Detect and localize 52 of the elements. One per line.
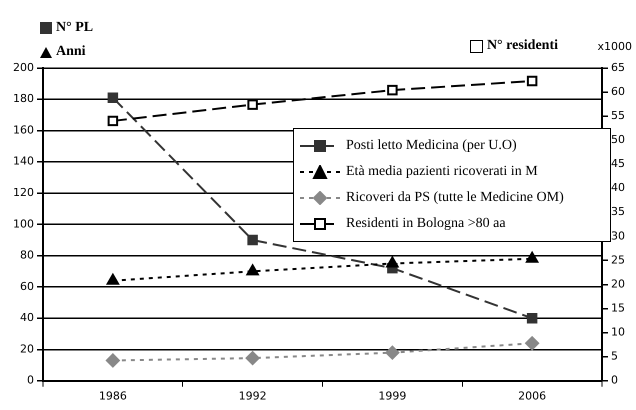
y-tick-label: 140: [12, 154, 34, 168]
point: [386, 256, 399, 268]
text: N° PL: [56, 20, 94, 36]
legend-label: Posti letto Medicina (per U.O): [346, 138, 517, 154]
y-tick-label: 160: [12, 123, 34, 136]
point: [247, 99, 258, 110]
point: [526, 313, 538, 324]
y-tick-label: 100: [12, 217, 34, 230]
point: [108, 116, 118, 126]
y-tick-label: 60: [20, 280, 34, 293]
point: [247, 234, 258, 246]
y-tick-label: 120: [12, 186, 34, 199]
point: [246, 264, 259, 276]
y2-tick-label: 0: [611, 374, 618, 387]
point: [526, 76, 538, 86]
y2-tick-label: 30: [611, 229, 626, 242]
point: [106, 353, 120, 368]
y2-tick-label: 60: [611, 84, 626, 98]
y2-tick-label: 25: [611, 253, 626, 266]
y2-tick-label: 55: [611, 108, 626, 122]
point: [526, 252, 538, 263]
point: [106, 274, 120, 285]
y2-tick-label: 45: [611, 157, 626, 170]
y2-tick-label: 40: [611, 181, 626, 194]
x-tick-label: 1999: [378, 389, 406, 402]
point: [246, 351, 260, 366]
y-tick-label: 20: [20, 342, 34, 356]
y2-tick-label: 50: [611, 133, 626, 146]
text: Anni: [56, 44, 86, 60]
y2-tick-label: 5: [611, 350, 618, 363]
text: x1000: [597, 40, 632, 53]
y2-tick-label: 35: [611, 205, 626, 218]
y2-tick-label: 15: [611, 301, 626, 314]
y2-tick-label: 65: [611, 60, 626, 74]
x-tick-label: 1986: [98, 389, 127, 402]
y-tick-label: 80: [20, 248, 34, 262]
point: [387, 84, 398, 96]
y2-tick-label: 10: [611, 326, 626, 339]
x-tick-label: 2006: [518, 389, 546, 402]
y-tick-label: 200: [12, 60, 34, 74]
y2-tick-label: 20: [611, 277, 626, 290]
legend-label: Residenti in Bologna >80 aa: [346, 216, 506, 232]
legend-label: Età media pazienti ricoverati in M: [346, 164, 538, 180]
text: N° residenti: [486, 38, 558, 54]
point: [108, 92, 118, 103]
point: [385, 346, 400, 360]
y-tick-label: 0: [26, 374, 34, 387]
point: [525, 336, 540, 350]
x-tick-label: 1992: [238, 389, 267, 402]
y-tick-label: 40: [20, 311, 34, 324]
y-tick-label: 180: [12, 92, 34, 106]
legend-label: Ricoveri da PS (tutte le Medicine OM): [346, 190, 564, 206]
